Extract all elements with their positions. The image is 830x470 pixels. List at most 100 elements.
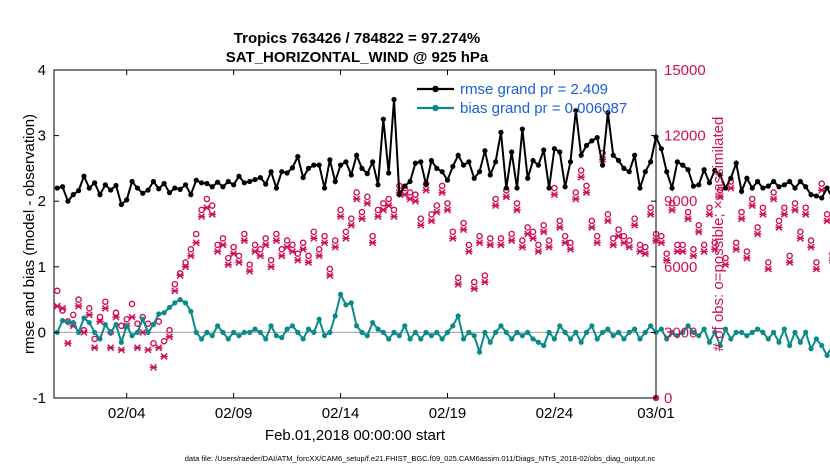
rmse-point — [375, 182, 381, 188]
bias-point — [370, 319, 376, 326]
rmse-point — [535, 162, 541, 168]
bias-point — [733, 329, 739, 335]
rmse-point — [316, 162, 322, 168]
bias-point — [519, 333, 525, 339]
obs-possible-point — [412, 191, 419, 198]
left-y-tick-label: 4 — [38, 62, 46, 79]
bias-point — [279, 335, 285, 341]
bias-point — [541, 342, 547, 349]
bias-point — [632, 326, 638, 332]
bias-point — [530, 336, 536, 342]
obs-possible-point — [604, 211, 612, 218]
rmse-point — [284, 170, 290, 176]
bias-point — [428, 333, 435, 339]
rmse-point — [295, 153, 301, 160]
obs-possible-point — [267, 256, 275, 264]
left-y-axis-label: rmse and bias (model - observation) — [21, 114, 38, 354]
rmse-point — [354, 152, 360, 158]
bias-point — [118, 339, 124, 345]
bias-point — [391, 329, 397, 335]
obs-assimilated-point — [727, 184, 735, 192]
bias-point — [674, 333, 680, 339]
bias-point — [145, 329, 151, 335]
obs-assimilated-point — [246, 267, 254, 275]
rmse-point — [311, 162, 317, 168]
rmse-point — [471, 175, 477, 181]
obs-assimilated-point — [374, 212, 382, 221]
obs-assimilated-point — [149, 363, 158, 371]
bias-point — [599, 329, 606, 335]
obs-possible-point — [732, 239, 740, 247]
obs-possible-point — [556, 217, 564, 225]
obs-assimilated-point — [780, 210, 788, 218]
obs-assimilated-point — [684, 215, 692, 223]
obs-assimilated-point — [369, 239, 377, 247]
bias-point — [343, 302, 349, 308]
bias-point — [402, 323, 408, 329]
rmse-point — [370, 159, 376, 165]
obs-assimilated-point — [315, 252, 323, 260]
obs-possible-point — [593, 232, 601, 240]
bias-point — [797, 339, 803, 345]
obs-assimilated-point — [342, 234, 350, 242]
rmse-point — [124, 197, 130, 203]
bias-point — [514, 329, 520, 335]
obs-possible-point — [283, 237, 291, 244]
bias-point — [209, 333, 215, 339]
obs-possible-point — [722, 254, 729, 262]
bias-point — [819, 342, 825, 349]
obs-assimilated-point — [540, 228, 548, 236]
rmse-point — [140, 190, 146, 196]
obs-assimilated-point — [561, 239, 569, 247]
obs-assimilated-point — [614, 232, 623, 240]
x-tick-label: 02/19 — [429, 405, 467, 422]
obs-assimilated-point — [171, 287, 179, 295]
rmse-point — [225, 178, 231, 185]
obs-assimilated-point — [459, 226, 468, 234]
obs-assimilated-point — [486, 241, 494, 249]
obs-assimilated-point — [566, 245, 575, 253]
rmse-point — [551, 146, 558, 152]
rmse-point — [439, 169, 445, 175]
obs-assimilated-point — [187, 252, 195, 260]
rmse-point — [760, 185, 766, 191]
bias-point — [728, 336, 734, 342]
obs-assimilated-point — [144, 346, 152, 354]
bias-point — [637, 336, 643, 342]
bias-point — [295, 329, 301, 335]
bias-point — [749, 329, 755, 335]
obs-possible-point — [315, 246, 323, 253]
obs-assimilated-point — [128, 313, 136, 321]
left-y-tick-label: -1 — [33, 390, 46, 407]
obs-possible-point — [716, 186, 724, 194]
obs-assimilated-point — [299, 245, 307, 253]
obs-assimilated-point — [139, 328, 147, 336]
obs-assimilated-point — [230, 250, 238, 258]
obs-assimilated-point — [165, 333, 174, 341]
rmse-point — [466, 159, 472, 165]
bias-point — [482, 329, 488, 335]
obs-assimilated-point — [235, 258, 243, 266]
rmse-point — [567, 159, 574, 165]
bias-point — [300, 336, 306, 342]
rmse-point — [118, 201, 124, 208]
obs-possible-point — [524, 224, 531, 231]
bias-point — [583, 329, 590, 335]
obs-assimilated-point — [807, 243, 815, 251]
rmse-point — [792, 185, 798, 191]
rmse-point — [648, 159, 654, 165]
rmse-point — [444, 177, 451, 183]
obs-possible-point — [305, 252, 312, 260]
obs-assimilated-point — [80, 328, 88, 336]
bias-point — [803, 329, 809, 335]
bias-point — [487, 339, 493, 345]
obs-assimilated-point — [796, 234, 804, 242]
rmse-point — [626, 169, 632, 175]
rmse-point — [428, 157, 435, 164]
obs-possible-point — [385, 195, 392, 203]
obs-possible-point — [187, 246, 195, 253]
obs-possible-point — [695, 221, 703, 229]
obs-assimilated-point — [454, 280, 462, 288]
rmse-point — [188, 192, 194, 198]
obs-possible-point — [647, 204, 654, 212]
